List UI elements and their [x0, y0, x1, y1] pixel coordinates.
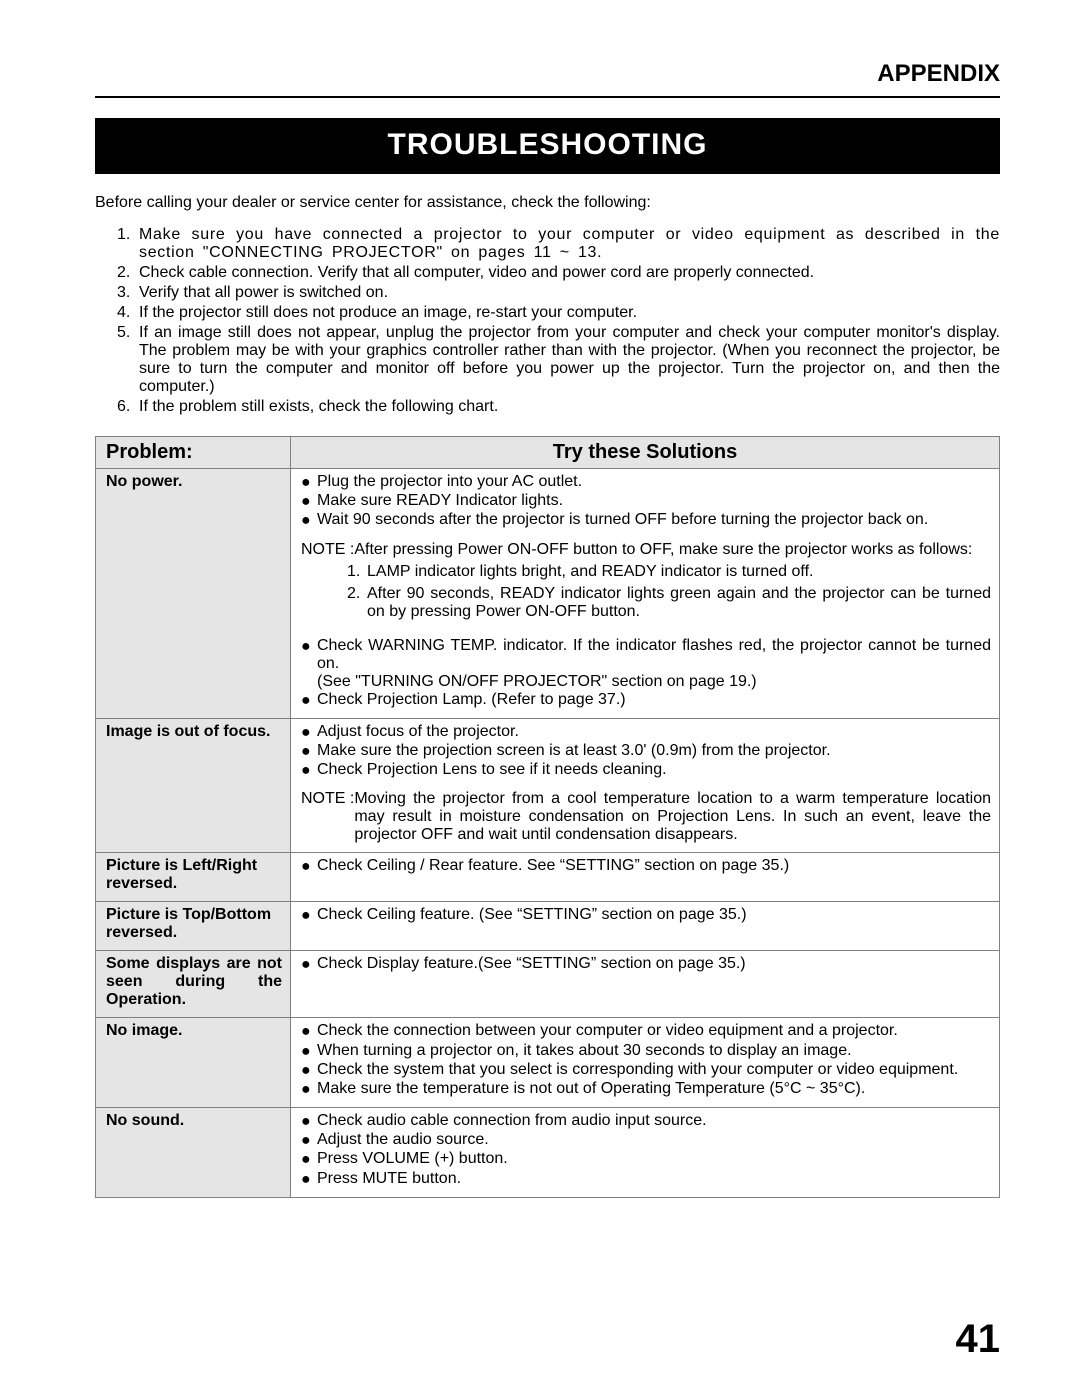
steps-list: 1.Make sure you have connected a project…	[95, 226, 1000, 416]
solution-cell: ●Check Ceiling / Rear feature. See “SETT…	[291, 853, 1000, 902]
table-row: No image. ●Check the connection between y…	[96, 1018, 1000, 1108]
table-header-row: Problem: Try these Solutions	[96, 437, 1000, 469]
step: 5.If an image still does not appear, unp…	[117, 324, 1000, 396]
solution-cell: ●Plug the projector into your AC outlet.…	[291, 469, 1000, 719]
bullet-item: ●Check Display feature.(See “SETTING” se…	[301, 955, 991, 974]
bullet-item: ●Press VOLUME (+) button.	[301, 1150, 991, 1169]
problem-cell: Picture is Left/Right reversed.	[96, 853, 291, 902]
page: APPENDIX TROUBLESHOOTING Before calling …	[0, 0, 1080, 1238]
bullet-item: ●Wait 90 seconds after the projector is …	[301, 511, 991, 530]
table-body: No power.●Plug the projector into your A…	[96, 469, 1000, 1198]
table-row: No sound. ●Check audio cable connection f…	[96, 1108, 1000, 1198]
bullet-item: ●Make sure READY Indicator lights.	[301, 492, 991, 511]
table-row: Picture is Top/Bottom reversed. ●Check Ce…	[96, 902, 1000, 951]
bullet-item: ●Check Ceiling / Rear feature. See “SETT…	[301, 857, 991, 876]
page-number: 41	[956, 1317, 1001, 1362]
bullet-item: ●Make sure the temperature is not out of…	[301, 1080, 991, 1099]
step: 6.If the problem still exists, check the…	[117, 398, 1000, 416]
table-row: Some displays are not seen during the Op…	[96, 951, 1000, 1018]
bullet-item: ●Check WARNING TEMP. indicator. If the i…	[301, 637, 991, 673]
bullet-item: ●Check Projection Lamp. (Refer to page 3…	[301, 691, 991, 710]
problem-cell: Picture is Top/Bottom reversed.	[96, 902, 291, 951]
problem-cell: No sound.	[96, 1108, 291, 1198]
bullet-item: ●Press MUTE button.	[301, 1170, 991, 1189]
intro-text: Before calling your dealer or service ce…	[95, 194, 1000, 416]
problem-cell: No image.	[96, 1018, 291, 1108]
bullet-item: ●Check Projection Lens to see if it need…	[301, 761, 991, 780]
bullet-item: ●Check Ceiling feature. (See “SETTING” s…	[301, 906, 991, 925]
table-row: Image is out of focus.●Adjust focus of t…	[96, 718, 1000, 853]
col-problem: Problem:	[96, 437, 291, 469]
step: 3.Verify that all power is switched on.	[117, 284, 1000, 302]
bullet-item: ●Plug the projector into your AC outlet.	[301, 473, 991, 492]
bullet-item: ●Check the system that you select is cor…	[301, 1061, 991, 1080]
table-row: No power.●Plug the projector into your A…	[96, 469, 1000, 719]
solution-cell: ●Check the connection between your compu…	[291, 1018, 1000, 1108]
bullet-item: ●Adjust focus of the projector.	[301, 723, 991, 742]
bullet-item: ●Check audio cable connection from audio…	[301, 1112, 991, 1131]
solution-cell: ●Adjust focus of the projector.●Make sur…	[291, 718, 1000, 853]
solution-cell: ●Check Display feature.(See “SETTING” se…	[291, 951, 1000, 1018]
solution-cell: ●Check audio cable connection from audio…	[291, 1108, 1000, 1198]
step: 2.Check cable connection. Verify that al…	[117, 264, 1000, 282]
bullet-item: ●Make sure the projection screen is at l…	[301, 742, 991, 761]
problem-cell: Image is out of focus.	[96, 718, 291, 853]
bullet-item: ●When turning a projector on, it takes a…	[301, 1042, 991, 1061]
bullet-item: ●Check the connection between your compu…	[301, 1022, 991, 1041]
problem-cell: Some displays are not seen during the Op…	[96, 951, 291, 1018]
troubleshoot-table: Problem: Try these Solutions No power.●P…	[95, 436, 1000, 1198]
solution-cell: ●Check Ceiling feature. (See “SETTING” s…	[291, 902, 1000, 951]
intro-paragraph: Before calling your dealer or service ce…	[95, 194, 1000, 212]
page-title: TROUBLESHOOTING	[95, 118, 1000, 174]
table-row: Picture is Left/Right reversed. ●Check Ce…	[96, 853, 1000, 902]
step: 1.Make sure you have connected a project…	[117, 226, 1000, 262]
appendix-header: APPENDIX	[95, 60, 1000, 98]
step: 4.If the projector still does not produc…	[117, 304, 1000, 322]
problem-cell: No power.	[96, 469, 291, 719]
col-solutions: Try these Solutions	[291, 437, 1000, 469]
bullet-item: ●Adjust the audio source.	[301, 1131, 991, 1150]
